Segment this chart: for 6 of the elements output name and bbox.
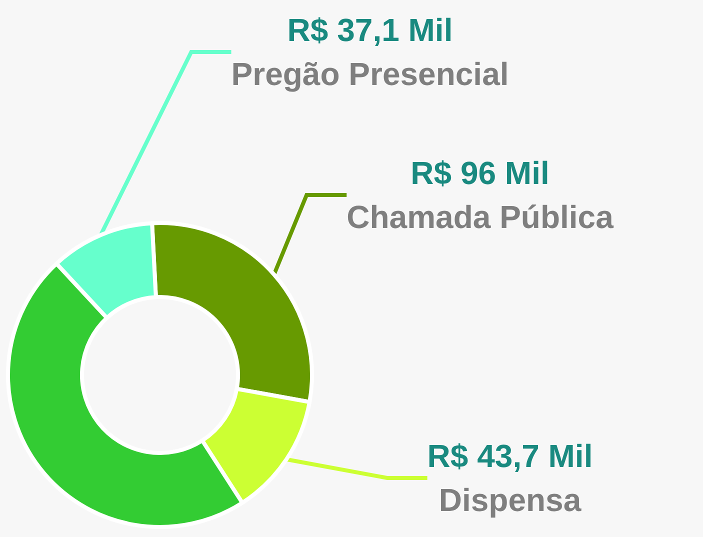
slice-label: Chamada Pública [346,199,614,235]
slice-label: Dispensa [438,482,582,518]
slice-label: Pregão Presencial [231,56,509,92]
data-label: R$ 37,1 Mil [287,12,453,48]
data-label: R$ 96 Mil [410,155,550,191]
data-label: R$ 43,7 Mil [427,438,593,474]
